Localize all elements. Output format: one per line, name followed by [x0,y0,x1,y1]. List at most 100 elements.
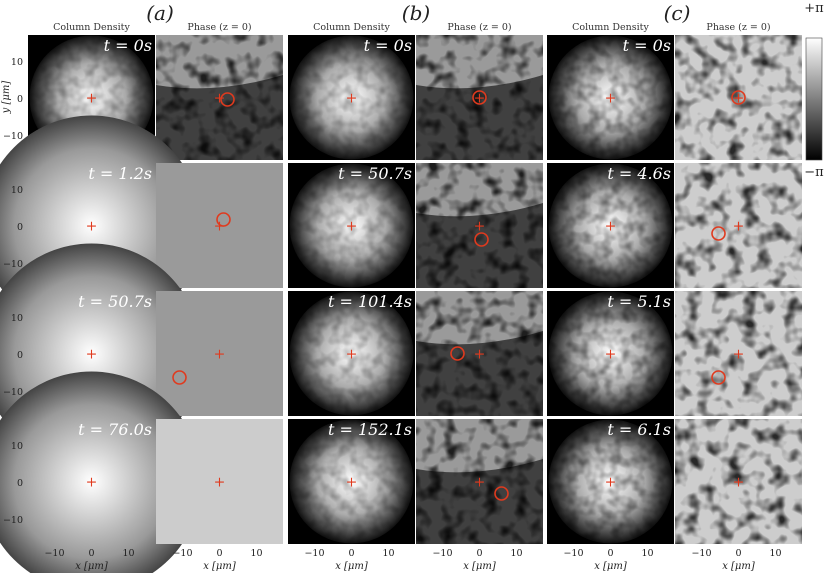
center-marker: + [346,475,358,491]
time-label: t = 152.1s [328,420,412,439]
x-tick-label: 10 [382,548,394,559]
center-marker: + [86,475,98,491]
y-tick-label: 10 [11,441,23,452]
time-label: t = 0s [104,36,152,55]
x-axis-label: x [μm] [722,561,755,572]
center-marker: + [733,91,745,107]
center-marker: + [605,347,617,363]
center-marker: + [346,347,358,363]
phase-noise [416,291,543,416]
phase-noise [675,35,802,160]
density-noise [288,35,415,160]
center-marker: + [346,91,358,107]
group-label: (a) [146,1,174,25]
y-tick-label: −10 [3,387,23,398]
vortex-marker [450,346,465,361]
y-tick-label: 0 [17,478,23,489]
phase-noise [675,163,802,288]
x-tick-label: −10 [563,548,583,559]
density-noise [288,163,415,288]
phase-noise [416,35,543,160]
y-tick-label: −10 [3,515,23,526]
center-marker: + [474,347,486,363]
column-header: Column Density [313,22,390,33]
center-marker: + [474,219,486,235]
time-label: t = 50.7s [78,292,152,311]
phase-noise [416,163,543,288]
phase-noise [675,291,802,416]
vortex-marker [711,370,726,385]
column-header: Column Density [572,22,649,33]
x-tick-label: 0 [88,548,94,559]
center-marker: + [86,219,98,235]
density-cloud [0,371,202,573]
column-header: Column Density [53,22,130,33]
center-marker: + [214,91,226,107]
center-marker: + [214,219,226,235]
vortex-marker [731,90,746,105]
x-tick-label: 10 [510,548,522,559]
x-tick-label: −10 [44,548,64,559]
phase-image [156,419,283,544]
y-tick-label: −10 [3,259,23,270]
x-tick-label: 10 [769,548,781,559]
center-marker: + [474,91,486,107]
x-tick-label: 0 [216,548,222,559]
vortex-marker [494,486,509,501]
x-tick-label: 0 [476,548,482,559]
time-label: t = 6.1s [607,420,671,439]
x-axis-label: x [μm] [75,561,108,572]
vortex-marker [216,212,231,227]
time-label: t = 0s [364,36,412,55]
x-tick-label: 0 [735,548,741,559]
phase-noise [156,35,283,160]
x-tick-label: 10 [122,548,134,559]
x-axis-label: x [μm] [594,561,627,572]
x-tick-label: −10 [432,548,452,559]
column-header: Phase (z = 0) [447,22,511,33]
group-label: (c) [664,1,691,25]
center-marker: + [605,219,617,235]
time-label: t = 4.6s [607,164,671,183]
vortex-marker [472,90,487,105]
y-tick-label: 10 [11,313,23,324]
x-tick-label: 0 [348,548,354,559]
center-marker: + [733,475,745,491]
vortex-marker [220,92,235,107]
time-label: t = 76.0s [78,420,152,439]
y-tick-label: 0 [17,350,23,361]
y-tick-label: 10 [11,57,23,68]
time-label: t = 0s [623,36,671,55]
phase-noise [416,419,543,544]
time-label: t = 101.4s [328,292,412,311]
colorbar-bottom: −π [804,165,824,180]
y-tick-label: 0 [17,222,23,233]
x-tick-label: 10 [641,548,653,559]
x-tick-label: −10 [172,548,192,559]
center-marker: + [733,347,745,363]
density-noise [547,163,674,288]
x-axis-label: x [μm] [463,561,496,572]
y-tick-label: −10 [3,131,23,142]
center-marker: + [346,219,358,235]
x-tick-label: 10 [250,548,262,559]
x-tick-label: −10 [691,548,711,559]
time-label: t = 5.1s [607,292,671,311]
x-axis-label: x [μm] [335,561,368,572]
density-noise [547,419,674,544]
column-header: Phase (z = 0) [187,22,251,33]
group-label: (b) [402,1,430,25]
x-axis-label: x [μm] [203,561,236,572]
density-noise [288,419,415,544]
phase-image [156,291,283,416]
x-tick-label: 0 [607,548,613,559]
time-label: t = 1.2s [88,164,152,183]
density-noise [547,291,674,416]
center-marker: + [214,347,226,363]
center-marker: + [605,475,617,491]
center-marker: + [474,475,486,491]
y-axis-label: y [μm] [1,81,12,115]
center-marker: + [605,91,617,107]
center-marker: + [86,91,98,107]
